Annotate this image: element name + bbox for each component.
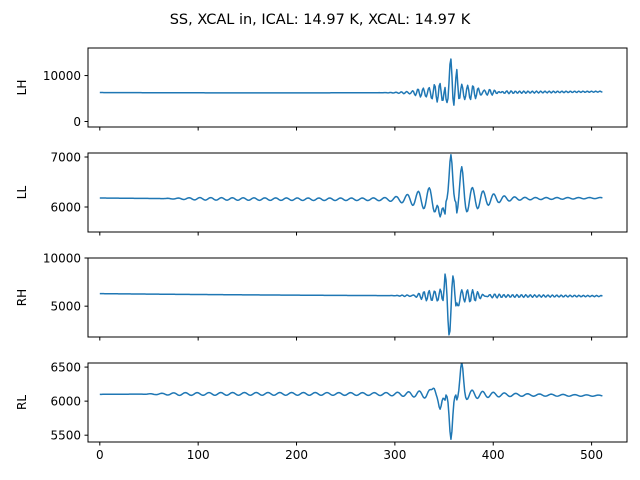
axes-frame [87, 47, 628, 128]
y-axis-label: LL [15, 186, 29, 200]
y-tick-label: 7000 [50, 150, 81, 164]
y-axis-label: RH [15, 289, 29, 306]
x-tick-label: 400 [482, 448, 505, 462]
series-line-rh [99, 273, 603, 336]
y-tick-label: 10000 [43, 69, 81, 83]
axes-frame [87, 362, 628, 443]
y-tick-label: 10000 [43, 251, 81, 265]
axes-frame [87, 257, 628, 338]
series-line-lh [99, 58, 603, 106]
series-line-rl [99, 363, 603, 440]
x-tick-label: 100 [187, 448, 210, 462]
series-line-ll [99, 153, 603, 218]
y-tick-label: 5000 [50, 299, 81, 313]
y-axis-label: LH [15, 80, 29, 96]
x-tick-label: 200 [285, 448, 308, 462]
subplot-ll: 6000 7000 LL [15, 150, 628, 236]
chart-title: SS, XCAL in, ICAL: 14.97 K, XCAL: 14.97 … [170, 12, 471, 28]
axes-frame [87, 152, 628, 233]
x-tick-label: 500 [580, 448, 603, 462]
x-tick-label: 0 [96, 448, 104, 462]
subplots: 010000LH60007000LL500010000RH55006000650… [15, 47, 628, 462]
y-tick-label: 6500 [50, 360, 81, 374]
y-axis-label: RL [15, 395, 29, 410]
x-tick-label: 300 [383, 448, 406, 462]
y-tick-label: 6000 [50, 394, 81, 408]
y-tick-label: 0 [73, 115, 81, 129]
subplot-lh: 0 10000 LH [15, 47, 628, 131]
y-tick-label: 6000 [50, 200, 81, 214]
subplot-rh: 5000 10000 RH [15, 251, 628, 341]
y-tick-label: 5500 [50, 428, 81, 442]
subplot-rl: 5500 6000 6500 RL 0 100 200 300 400 500 [15, 360, 628, 462]
